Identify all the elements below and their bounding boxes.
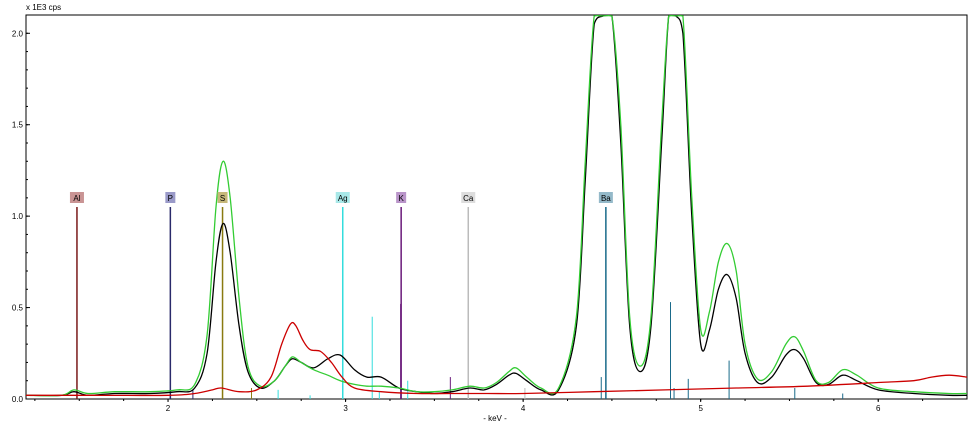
x-tick-label: 2 <box>166 404 171 413</box>
element-label-ba: Ba <box>601 194 611 203</box>
spectrum-series <box>25 14 968 397</box>
series-line-green <box>25 14 968 397</box>
element-label-box-k <box>396 192 407 203</box>
element-label-box-ba <box>598 192 613 203</box>
element-label-box-p <box>165 192 176 203</box>
y-tick-label: 1.5 <box>12 121 24 130</box>
element-label-box-ag <box>335 192 350 203</box>
element-markers <box>76 207 607 399</box>
element-label-s: S <box>220 194 225 203</box>
element-label-p: P <box>168 194 173 203</box>
y-tick-label: 0.0 <box>12 395 24 404</box>
series-line-black <box>25 14 968 397</box>
element-label-ca: Ca <box>463 194 474 203</box>
x-tick-label: 4 <box>521 404 526 413</box>
series-line-red <box>26 321 968 397</box>
y-tick-label: 2.0 <box>12 29 24 38</box>
element-label-box-al <box>69 192 84 203</box>
minor-lines <box>192 302 844 399</box>
element-label-box-s <box>217 192 228 203</box>
x-axis-label: - keV - <box>483 414 507 423</box>
element-label-k: K <box>398 194 404 203</box>
element-label-ag: Ag <box>338 194 348 203</box>
x-tick-label: 3 <box>343 404 348 413</box>
y-unit-label: x 1E3 cps <box>26 3 61 12</box>
y-tick-label: 1.0 <box>12 212 24 221</box>
element-label-al: Al <box>73 194 80 203</box>
x-tick-label: 6 <box>876 404 881 413</box>
axes: 0.0 0.5 1.0 1.5 2.0 2 3 4 5 6 <box>12 14 968 413</box>
x-tick-label: 5 <box>698 404 703 413</box>
element-labels: Al P S Ag K Ca Ba <box>69 192 613 203</box>
plot-frame <box>25 14 968 400</box>
element-label-box-ca <box>461 192 476 203</box>
y-tick-label: 0.5 <box>12 304 24 313</box>
